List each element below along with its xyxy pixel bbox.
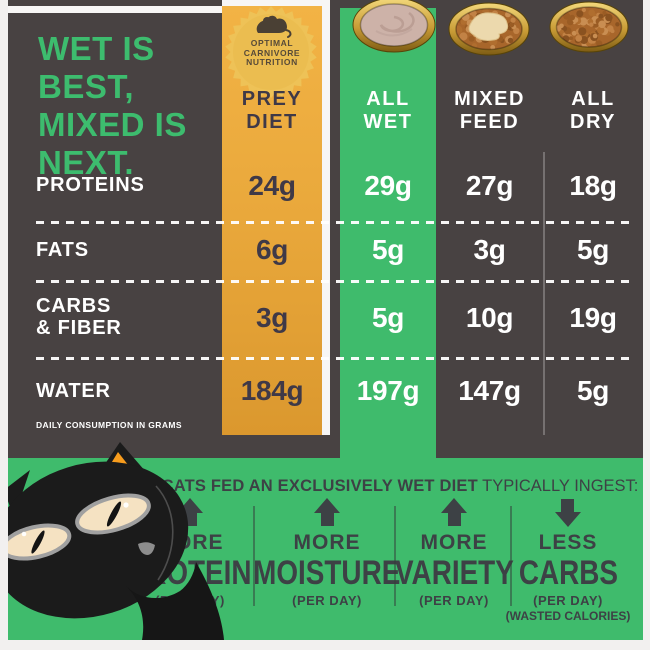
- down-arrow-icon: [555, 498, 581, 527]
- cell-water-wet: 197g: [356, 375, 420, 406]
- top-white-gap: [222, 0, 322, 6]
- page-title: WET IS BEST, MIXED IS NEXT.: [38, 30, 187, 182]
- cell-proteins-mixed: 27g: [465, 170, 514, 201]
- dry-food-bowl: [549, 1, 629, 53]
- title-line: WET IS: [38, 30, 155, 67]
- badge-text: OPTIMAL CARNIVORE NUTRITION: [222, 38, 322, 68]
- row-label-proteins: PROTEINS: [36, 174, 145, 196]
- cat-cheek-highlight: [155, 485, 174, 581]
- footer-heading-bold: CATS FED AN EXCLUSIVELY WET DIET: [161, 477, 478, 495]
- cell-carbs-dry: 19g: [569, 302, 617, 333]
- row-separator: [36, 280, 636, 283]
- footer-divider: [253, 506, 255, 606]
- title-line: BEST,: [38, 68, 135, 105]
- cat-right-pupil: [106, 501, 122, 527]
- badge-text-line: CARNIVORE: [243, 47, 301, 58]
- cell-fats-mixed: 3g: [473, 234, 506, 265]
- gold-column-gap: [322, 0, 330, 435]
- up-arrow-icon: [314, 498, 340, 527]
- row-label-fats: FATS: [36, 239, 89, 261]
- cell-fats-wet: 5g: [371, 234, 405, 265]
- mouse-icon: [256, 15, 292, 38]
- cell-water-dry: 5g: [576, 375, 610, 406]
- benefit-more-moisture: MORE MOISTURE (PER DAY): [252, 498, 402, 608]
- mixed-food-bowl: [448, 2, 530, 56]
- footer-divider: [394, 506, 396, 606]
- benefit-less-carbs: LESS CARBS (PER DAY) (WASTED CALORIES): [493, 498, 643, 623]
- cell-carbs-prey: 3g: [255, 302, 289, 333]
- black-cat-illustration: [8, 442, 224, 640]
- cat-nose: [138, 542, 155, 555]
- footer-heading: CATS FED AN EXCLUSIVELY WET DIET TYPICAL…: [150, 477, 650, 496]
- top-white-band: [8, 6, 222, 13]
- footer-divider: [510, 506, 512, 606]
- row-label-carbs-fiber: CARBS & FIBER: [36, 295, 122, 339]
- cat-eye-glint: [123, 502, 129, 508]
- pate-topping: [468, 12, 509, 41]
- column-header-all-dry: ALL DRY: [570, 88, 616, 133]
- mixed-dry-divider: [543, 152, 545, 435]
- wet-food-bowl: [352, 0, 436, 53]
- title-line: NEXT.: [38, 144, 135, 181]
- cell-water-prey: 184g: [240, 375, 304, 406]
- cat-left-pupil: [31, 530, 45, 554]
- cell-carbs-wet: 5g: [371, 302, 405, 333]
- title-line: MIXED IS: [38, 106, 187, 143]
- row-label-water: WATER: [36, 380, 111, 402]
- row-separator: [36, 221, 636, 224]
- benefit-more-variety: MORE VARIETY (PER DAY): [379, 498, 529, 608]
- cell-proteins-prey: 24g: [248, 170, 296, 201]
- table-footnote: DAILY CONSUMPTION IN GRAMS: [36, 420, 182, 430]
- cell-fats-dry: 5g: [576, 234, 610, 265]
- pate-swirl: [375, 11, 415, 37]
- badge-text-line: OPTIMAL: [250, 38, 294, 48]
- column-header-prey-diet: PREY DIET: [241, 88, 303, 133]
- row-separator: [36, 357, 636, 360]
- footer-heading-regular: TYPICALLY INGEST:: [477, 477, 639, 495]
- cat-eye-glint: [21, 531, 27, 537]
- column-header-mixed-feed: MIXED FEED: [454, 88, 525, 133]
- up-arrow-icon: [441, 498, 467, 527]
- cell-water-mixed: 147g: [458, 375, 521, 406]
- badge-text-line: NUTRITION: [246, 57, 298, 67]
- cell-carbs-mixed: 10g: [465, 302, 514, 333]
- cell-proteins-dry: 18g: [569, 170, 617, 201]
- column-header-all-wet: ALL WET: [363, 88, 413, 133]
- cat-neck: [126, 562, 224, 640]
- cell-proteins-wet: 29g: [364, 170, 412, 201]
- cell-fats-prey: 6g: [255, 234, 289, 265]
